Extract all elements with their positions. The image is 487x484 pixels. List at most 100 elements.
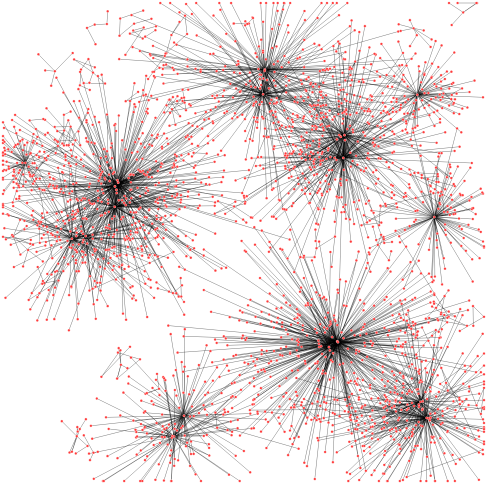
graph-node	[120, 198, 124, 202]
graph-node	[282, 294, 286, 297]
graph-node	[340, 195, 344, 199]
graph-node	[313, 327, 317, 331]
graph-node	[307, 181, 311, 184]
graph-node	[204, 182, 208, 186]
graph-node	[323, 450, 327, 454]
graph-node	[324, 103, 328, 107]
graph-node	[398, 329, 402, 332]
graph-node	[360, 406, 364, 410]
graph-node	[434, 395, 438, 399]
graph-node	[169, 479, 173, 483]
graph-node	[261, 51, 265, 54]
graph-node	[230, 381, 234, 385]
graph-node	[328, 187, 332, 191]
graph-node	[370, 432, 374, 435]
graph-node	[187, 137, 191, 141]
graph-node	[449, 241, 453, 245]
graph-node	[389, 302, 393, 306]
graph-node	[439, 312, 443, 316]
graph-node	[371, 141, 375, 145]
graph-node	[454, 408, 457, 412]
graph-node	[277, 120, 280, 124]
graph-node	[347, 440, 351, 444]
graph-node	[402, 385, 406, 389]
graph-node	[446, 429, 450, 433]
graph-node	[114, 278, 118, 281]
graph-node	[342, 110, 346, 114]
graph-node	[268, 101, 272, 105]
graph-node	[241, 218, 245, 222]
graph-node	[25, 153, 28, 156]
graph-node	[275, 100, 279, 104]
graph-node	[416, 387, 420, 391]
graph-node	[265, 78, 269, 82]
graph-node	[45, 225, 49, 229]
graph-node	[414, 423, 418, 427]
graph-node	[363, 134, 367, 138]
graph-node	[99, 274, 103, 278]
graph-node	[43, 156, 47, 160]
graph-node	[226, 410, 230, 414]
graph-node	[252, 359, 255, 363]
graph-node	[448, 165, 452, 169]
graph-node	[159, 165, 163, 169]
graph-node	[388, 428, 392, 432]
graph-node	[74, 258, 78, 262]
graph-node	[121, 391, 125, 395]
graph-node	[233, 111, 237, 115]
graph-node	[351, 130, 355, 134]
graph-node	[322, 207, 326, 211]
graph-node	[327, 168, 331, 172]
graph-node	[211, 379, 215, 383]
graph-node	[409, 327, 413, 331]
graph-node	[83, 197, 87, 201]
graph-node	[97, 120, 101, 124]
graph-node	[106, 9, 110, 13]
graph-node	[150, 222, 154, 226]
graph-node	[383, 202, 387, 206]
graph-node	[248, 381, 252, 385]
graph-node	[382, 420, 386, 424]
graph-node	[340, 330, 343, 334]
graph-node	[245, 194, 249, 198]
graph-node	[136, 168, 140, 172]
graph-node	[157, 387, 161, 391]
graph-node	[286, 154, 290, 157]
graph-node	[427, 316, 431, 320]
graph-node	[100, 237, 103, 241]
graph-node	[290, 118, 294, 122]
graph-node	[324, 371, 327, 375]
graph-node	[319, 104, 323, 108]
graph-node	[223, 410, 227, 414]
graph-node	[192, 166, 196, 170]
graph-node	[74, 162, 78, 166]
graph-node	[318, 90, 322, 94]
graph-node	[107, 173, 111, 177]
graph-node	[173, 153, 177, 156]
graph-node	[217, 100, 221, 103]
graph-node	[197, 193, 201, 197]
graph-node	[93, 141, 97, 145]
graph-node	[428, 301, 432, 304]
graph-node	[410, 401, 414, 405]
graph-node	[238, 71, 242, 75]
graph-node	[37, 155, 41, 159]
graph-node	[390, 85, 394, 89]
graph-node	[452, 51, 456, 54]
graph-node	[335, 137, 339, 141]
graph-node	[248, 79, 252, 83]
graph-node	[432, 302, 436, 306]
graph-node	[82, 81, 86, 85]
graph-node	[75, 250, 79, 254]
graph-node	[478, 256, 482, 260]
graph-node	[463, 364, 467, 368]
graph-node	[399, 408, 403, 412]
graph-node	[249, 354, 253, 358]
graph-node	[11, 200, 15, 204]
graph-node	[259, 322, 262, 326]
graph-node	[430, 280, 434, 284]
graph-node	[79, 229, 83, 233]
graph-node	[70, 213, 74, 216]
graph-node	[476, 428, 480, 432]
graph-node	[94, 317, 98, 321]
